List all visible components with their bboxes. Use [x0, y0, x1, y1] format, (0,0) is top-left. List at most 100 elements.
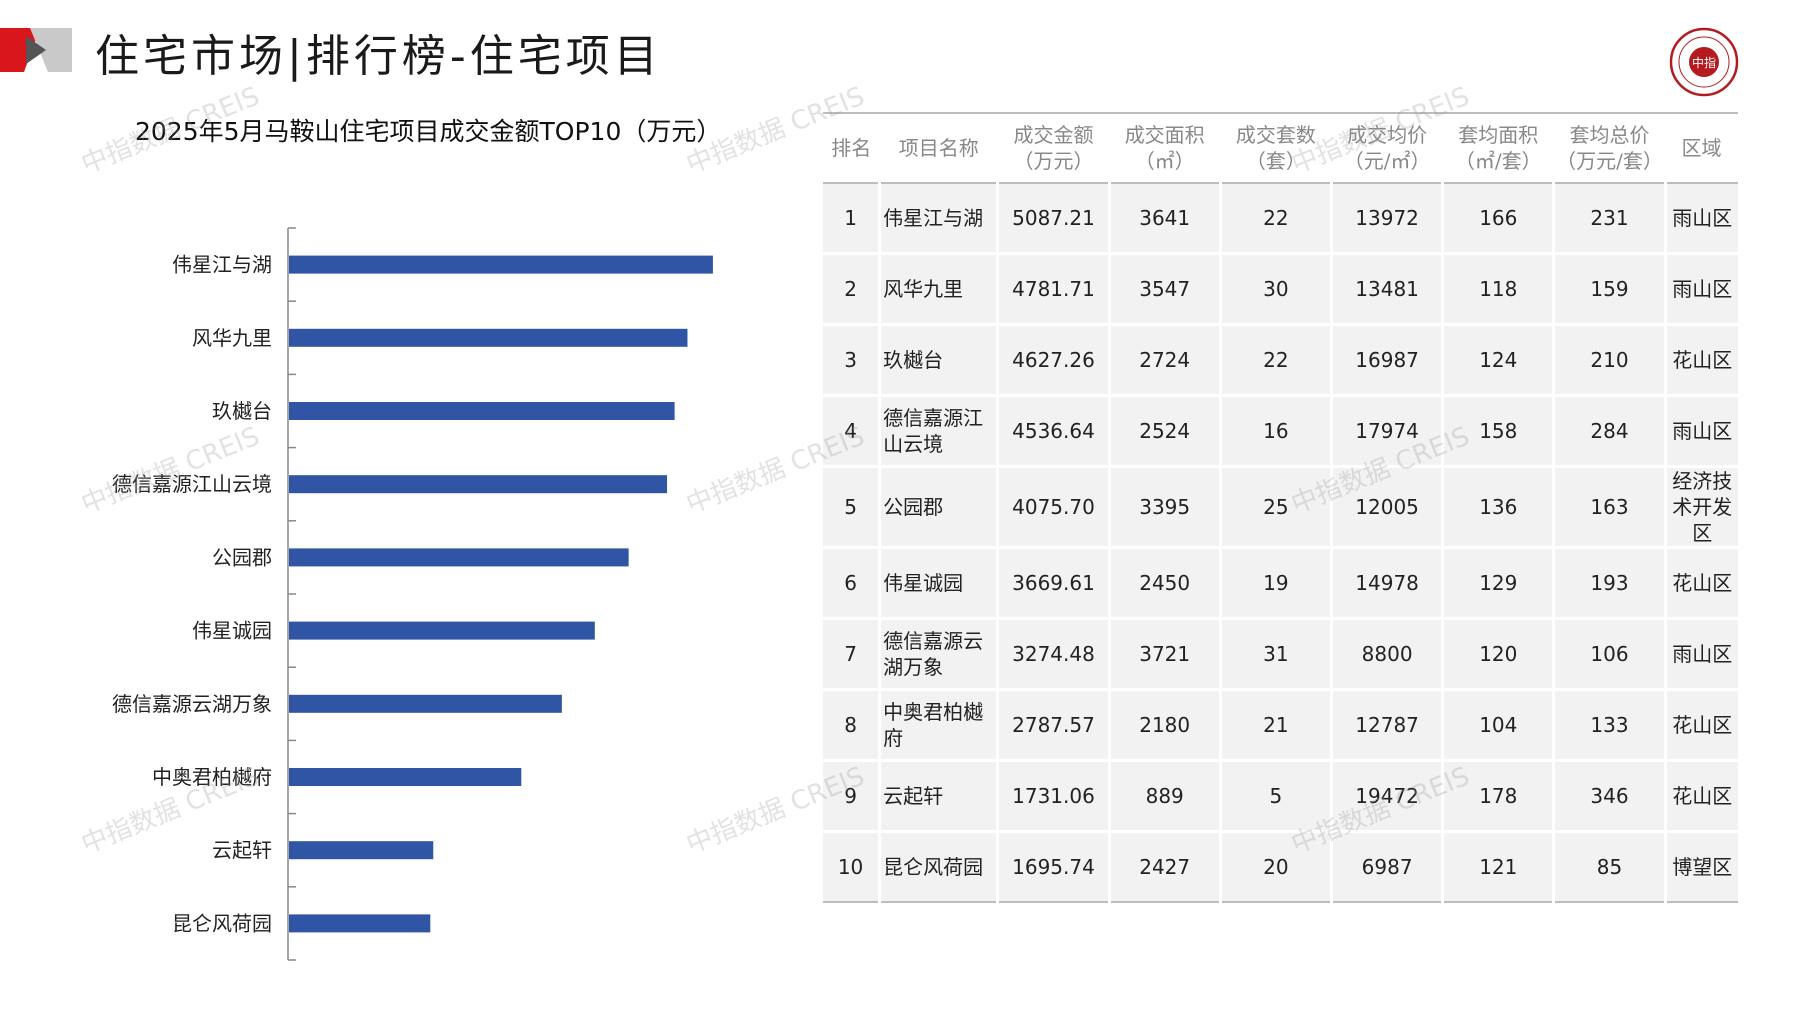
brand-logo: 中指 — [1669, 27, 1739, 97]
cell-region: 花山区 — [1665, 547, 1738, 620]
table-row: 8 中奥君柏樾府 2787.57 2180 21 12787 104 133 花山区 — [823, 689, 1738, 762]
header: 住宅市场|排行榜-住宅项目 中指 — [0, 0, 1797, 100]
cell-units: 31 — [1220, 618, 1334, 691]
cell-rank: 9 — [823, 760, 882, 833]
category-label: 云起轩 — [212, 838, 272, 862]
cell-units: 20 — [1220, 831, 1334, 903]
bar — [289, 548, 629, 567]
page-title: 住宅市场|排行榜-住宅项目 — [95, 31, 662, 82]
cell-name: 伟星江与湖 — [879, 183, 1000, 255]
cell-rank: 1 — [823, 183, 882, 255]
bar — [289, 841, 434, 860]
cell-avg-total: 133 — [1553, 689, 1667, 762]
cell-avg-area: 129 — [1442, 547, 1556, 620]
cell-name: 德信嘉源江山云境 — [879, 395, 1000, 468]
cell-avg-total: 159 — [1553, 253, 1667, 326]
cell-amount: 3669.61 — [997, 547, 1111, 620]
bar — [289, 621, 595, 640]
cell-region: 博望区 — [1665, 831, 1738, 903]
svg-text:中指: 中指 — [1692, 55, 1716, 70]
cell-price: 13972 — [1331, 183, 1445, 255]
cell-rank: 10 — [823, 831, 882, 903]
category-label: 伟星诚园 — [192, 619, 272, 643]
cell-rank: 2 — [823, 253, 882, 326]
category-label: 德信嘉源江山云境 — [112, 472, 272, 496]
cell-area: 3395 — [1109, 466, 1222, 549]
cell-rank: 6 — [823, 547, 882, 620]
cell-price: 6987 — [1331, 831, 1445, 903]
column-header-label: 成交均价 — [1347, 123, 1428, 147]
cell-amount: 3274.48 — [997, 618, 1111, 691]
bar — [289, 694, 562, 713]
cell-region: 经济技术开发区 — [1665, 466, 1738, 549]
bar-chart: 伟星江与湖风华九里玖樾台德信嘉源江山云境公园郡伟星诚园德信嘉源云湖万象中奥君柏樾… — [112, 227, 713, 961]
column-header-unit: （万元/套） — [1556, 149, 1663, 173]
cell-avg-area: 118 — [1442, 253, 1556, 326]
column-header-unit: （㎡） — [1134, 149, 1195, 173]
cell-avg-area: 124 — [1442, 324, 1556, 397]
table-row: 3 玖樾台 4627.26 2724 22 16987 124 210 花山区 — [823, 324, 1738, 397]
table-row: 10 昆仑风荷园 1695.74 2427 20 6987 121 85 博望区 — [823, 831, 1738, 903]
category-label: 风华九里 — [192, 326, 272, 350]
cell-rank: 8 — [823, 689, 882, 762]
table-row: 9 云起轩 1731.06 889 5 19472 178 346 花山区 — [823, 760, 1738, 833]
cell-amount: 5087.21 — [997, 183, 1111, 255]
cell-rank: 5 — [823, 466, 882, 549]
cell-avg-total: 231 — [1553, 183, 1667, 255]
cell-price: 12787 — [1331, 689, 1445, 762]
cell-amount: 1695.74 — [997, 831, 1111, 903]
category-label: 中奥君柏樾府 — [152, 765, 272, 789]
category-label: 昆仑风荷园 — [172, 911, 272, 935]
column-header-unit: （元/㎡） — [1343, 149, 1431, 173]
cell-region: 花山区 — [1665, 760, 1738, 833]
cell-units: 5 — [1220, 760, 1334, 833]
cell-avg-area: 121 — [1442, 831, 1556, 903]
cell-amount: 4781.71 — [997, 253, 1111, 326]
bar — [289, 328, 688, 347]
cell-area: 2724 — [1109, 324, 1222, 397]
cell-amount: 2787.57 — [997, 689, 1111, 762]
bar — [289, 402, 675, 420]
cell-avg-total: 163 — [1553, 466, 1667, 549]
cell-region: 雨山区 — [1665, 618, 1738, 691]
category-label: 公园郡 — [212, 545, 272, 569]
category-label: 玖樾台 — [212, 399, 272, 423]
cell-region: 花山区 — [1665, 689, 1738, 762]
cell-units: 19 — [1220, 547, 1334, 620]
cell-amount: 4536.64 — [997, 395, 1111, 468]
chart-title: 2025年5月马鞍山住宅项目成交金额TOP10（万元） — [135, 117, 722, 146]
cell-rank: 7 — [823, 618, 882, 691]
cell-amount: 1731.06 — [997, 760, 1111, 833]
column-header-label: 套均面积 — [1458, 123, 1539, 147]
cell-amount: 4075.70 — [997, 466, 1111, 549]
cell-avg-area: 178 — [1442, 760, 1556, 833]
column-header-label: 项目名称 — [898, 136, 979, 160]
cell-avg-total: 106 — [1553, 618, 1667, 691]
column-header: 成交均价 （元/㎡） — [1331, 112, 1443, 184]
column-header: 成交金额 （万元） — [997, 112, 1110, 184]
cell-name: 玖樾台 — [879, 324, 1000, 397]
cell-area: 2427 — [1109, 831, 1222, 903]
cell-area: 2524 — [1109, 395, 1222, 468]
cell-rank: 4 — [823, 395, 882, 468]
cell-price: 16987 — [1331, 324, 1445, 397]
table-row: 7 德信嘉源云湖万象 3274.48 3721 31 8800 120 106 雨山区 — [823, 618, 1738, 691]
column-header: 成交套数 （套） — [1220, 112, 1332, 184]
column-header: 排名 — [823, 112, 880, 184]
column-header-label: 区域 — [1681, 136, 1722, 160]
cell-price: 13481 — [1331, 253, 1445, 326]
cell-area: 2450 — [1109, 547, 1222, 620]
cell-amount: 4627.26 — [997, 324, 1111, 397]
cell-price: 12005 — [1331, 466, 1445, 549]
cell-avg-total: 193 — [1553, 547, 1667, 620]
column-header-unit: （万元） — [1013, 149, 1094, 173]
column-header-unit: （㎡/套） — [1454, 149, 1542, 173]
cell-price: 19472 — [1331, 760, 1445, 833]
cell-price: 17974 — [1331, 395, 1445, 468]
cell-name: 昆仑风荷园 — [879, 831, 1000, 903]
cell-avg-total: 210 — [1553, 324, 1667, 397]
category-label: 伟星江与湖 — [172, 253, 272, 277]
category-label: 德信嘉源云湖万象 — [112, 692, 272, 716]
column-header: 套均面积 （㎡/套） — [1442, 112, 1554, 184]
bar — [289, 475, 668, 494]
